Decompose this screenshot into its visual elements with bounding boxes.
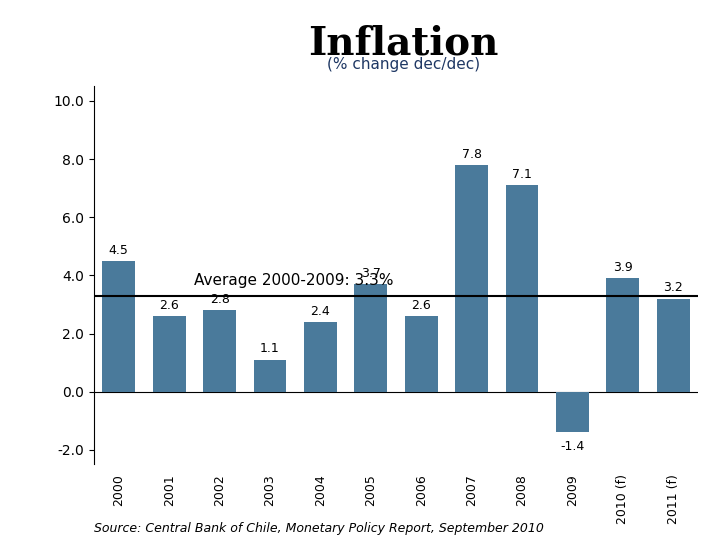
Bar xyxy=(556,392,589,433)
Bar xyxy=(253,360,287,392)
Text: -1.4: -1.4 xyxy=(560,440,585,453)
Text: 2.6: 2.6 xyxy=(411,299,431,312)
Bar xyxy=(606,278,639,392)
Text: 7.8: 7.8 xyxy=(462,147,482,160)
Bar xyxy=(657,299,690,392)
Text: 2.4: 2.4 xyxy=(310,305,330,318)
Text: Average 2000-2009: 3.3%: Average 2000-2009: 3.3% xyxy=(194,273,394,288)
Text: 3.7: 3.7 xyxy=(361,267,381,280)
Bar xyxy=(102,261,135,392)
Text: 7.1: 7.1 xyxy=(512,168,532,181)
Bar xyxy=(203,310,236,392)
Text: Source: Central Bank of Chile, Monetary Policy Report, September 2010: Source: Central Bank of Chile, Monetary … xyxy=(94,522,544,535)
Bar xyxy=(505,185,539,392)
Text: 3.2: 3.2 xyxy=(663,281,683,294)
Text: 2.6: 2.6 xyxy=(159,299,179,312)
Text: Inflation: Inflation xyxy=(308,24,498,62)
Text: (% change dec/dec): (% change dec/dec) xyxy=(327,57,480,72)
Bar xyxy=(304,322,337,392)
Bar xyxy=(405,316,438,392)
Text: 2.8: 2.8 xyxy=(210,293,230,306)
Bar xyxy=(354,284,387,392)
Bar xyxy=(153,316,186,392)
Text: 1.1: 1.1 xyxy=(260,342,280,355)
Bar xyxy=(455,165,488,392)
Text: 3.9: 3.9 xyxy=(613,261,633,274)
Text: 4.5: 4.5 xyxy=(109,244,129,256)
